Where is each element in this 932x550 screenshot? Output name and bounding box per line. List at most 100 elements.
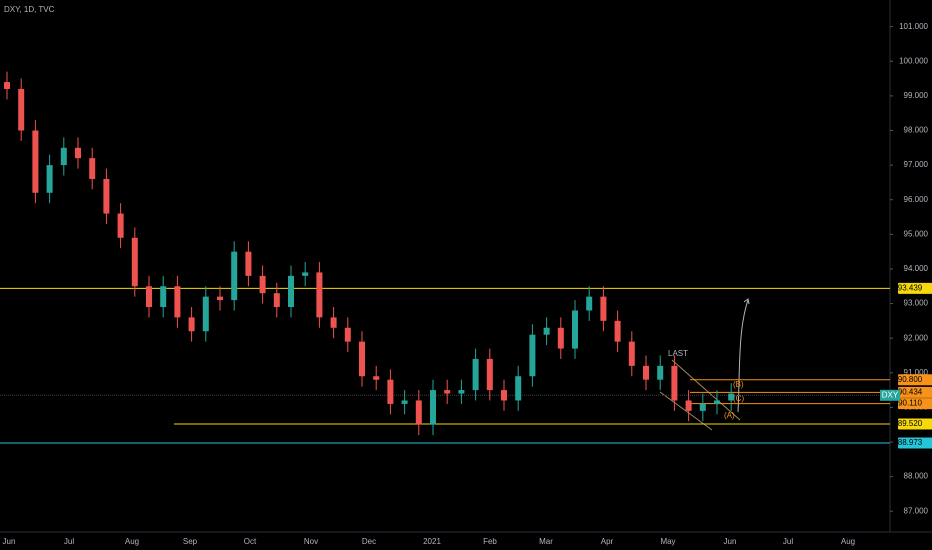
candle-body bbox=[515, 376, 522, 401]
candle-body bbox=[89, 158, 96, 179]
candle-body bbox=[202, 296, 209, 332]
y-tick-label: 88.000 bbox=[904, 472, 929, 481]
price-label: 89.520 bbox=[898, 419, 923, 428]
x-tick-label: May bbox=[660, 537, 675, 546]
candle-body bbox=[4, 82, 10, 89]
candle-body bbox=[387, 379, 394, 404]
candle-body bbox=[60, 147, 67, 166]
candle-body bbox=[557, 327, 564, 349]
price-label: 88.973 bbox=[898, 438, 923, 447]
candle-body bbox=[671, 365, 678, 401]
x-tick-label: Jul bbox=[783, 537, 793, 546]
x-tick-label: Jul bbox=[64, 537, 74, 546]
y-tick-label: 92.000 bbox=[904, 333, 929, 342]
candle-body bbox=[643, 365, 649, 380]
candle-body bbox=[103, 178, 110, 214]
candle-body bbox=[46, 165, 53, 193]
candle-body bbox=[415, 400, 422, 425]
price-label: 90.800 bbox=[898, 375, 923, 384]
x-tick-label: Jun bbox=[724, 537, 737, 546]
candle-body bbox=[401, 400, 408, 404]
annotation: (A) bbox=[724, 411, 735, 420]
y-tick-label: 94.000 bbox=[904, 264, 929, 273]
price-label: 93.439 bbox=[898, 283, 923, 292]
candle-body bbox=[458, 390, 465, 394]
candle-body bbox=[501, 390, 507, 401]
candle-body bbox=[146, 286, 152, 308]
price-label: 90.434 bbox=[898, 387, 923, 396]
candle-body bbox=[714, 400, 720, 404]
candle-body bbox=[699, 403, 706, 411]
arrow-head bbox=[743, 298, 750, 305]
y-tick-label: 87.000 bbox=[904, 506, 929, 515]
x-tick-label: Apr bbox=[601, 537, 614, 546]
candle-body bbox=[628, 341, 635, 366]
price-label-bg bbox=[898, 386, 932, 398]
candle-body bbox=[160, 286, 167, 308]
candle-body bbox=[188, 317, 195, 332]
x-tick-label: Dec bbox=[362, 537, 376, 546]
y-tick-label: 91.000 bbox=[904, 368, 929, 377]
candle-body bbox=[572, 310, 578, 349]
y-tick-label: 101.000 bbox=[899, 22, 928, 31]
candle-body bbox=[430, 390, 436, 425]
chart-title: DXY, 1D, TVC bbox=[4, 5, 55, 14]
y-tick-label: 96.000 bbox=[904, 195, 929, 204]
candle-body bbox=[472, 358, 479, 391]
x-tick-label: Sep bbox=[183, 537, 198, 546]
annotation: (B) bbox=[733, 380, 744, 389]
last-price-tag bbox=[880, 389, 900, 401]
candle-body bbox=[273, 293, 280, 308]
candle-body bbox=[344, 327, 351, 342]
price-label-bg bbox=[898, 418, 932, 430]
last-price-tag-label: DXY bbox=[882, 390, 899, 399]
candle-body bbox=[359, 341, 365, 377]
candle-body bbox=[231, 251, 238, 301]
candle-body bbox=[373, 376, 380, 380]
candle-body bbox=[529, 334, 536, 377]
candle-body bbox=[685, 400, 692, 411]
candle-body bbox=[330, 317, 337, 328]
candle-body bbox=[657, 365, 664, 380]
y-tick-label: 99.000 bbox=[904, 91, 929, 100]
candle-body bbox=[486, 358, 493, 391]
candle-body bbox=[288, 275, 294, 308]
candle-body bbox=[117, 213, 124, 238]
y-tick-label: 95.000 bbox=[904, 229, 929, 238]
price-label-bg bbox=[898, 374, 932, 386]
candle-body bbox=[32, 130, 39, 193]
x-tick-label: Aug bbox=[841, 537, 855, 546]
y-tick-label: 100.000 bbox=[899, 56, 928, 65]
candle-body bbox=[728, 393, 735, 401]
candle-body bbox=[18, 88, 25, 131]
candle-body bbox=[217, 296, 223, 301]
x-tick-label: Nov bbox=[304, 537, 318, 546]
candle-body bbox=[302, 272, 309, 276]
y-tick-label: 97.000 bbox=[904, 160, 929, 169]
x-tick-label: 2021 bbox=[423, 537, 441, 546]
candle-body bbox=[75, 147, 81, 159]
candle-body bbox=[444, 390, 451, 394]
annotation: (C) bbox=[733, 394, 744, 403]
price-label-bg bbox=[898, 282, 932, 294]
candle-body bbox=[543, 327, 550, 335]
y-tick-label: 93.000 bbox=[904, 299, 929, 308]
candle-body bbox=[245, 251, 252, 276]
candle-body bbox=[600, 296, 607, 321]
projection-arrow bbox=[737, 299, 749, 413]
candle-body bbox=[614, 320, 621, 342]
candle-body bbox=[174, 286, 181, 318]
candle-body bbox=[131, 237, 138, 287]
x-tick-label: Oct bbox=[244, 537, 257, 546]
price-label: 90.110 bbox=[898, 399, 922, 408]
candle-body bbox=[316, 272, 323, 318]
trendline bbox=[671, 359, 741, 421]
candle-body bbox=[586, 296, 593, 311]
x-tick-label: Aug bbox=[125, 537, 139, 546]
price-label-bg bbox=[898, 398, 932, 410]
annotation: LAST bbox=[668, 349, 688, 358]
y-tick-label: 98.000 bbox=[904, 126, 929, 135]
x-tick-label: Jun bbox=[3, 537, 16, 546]
